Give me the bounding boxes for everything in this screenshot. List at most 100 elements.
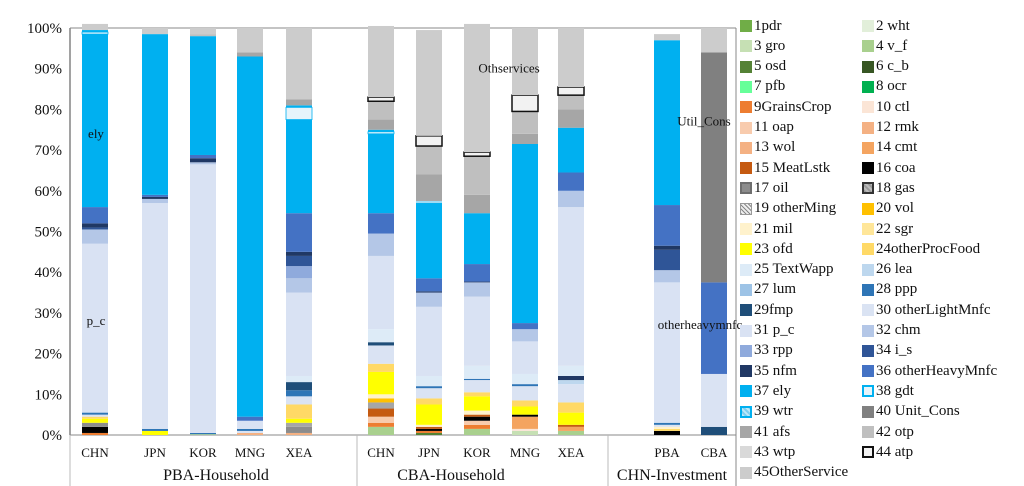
x-category-label: CHN — [81, 445, 109, 460]
bar-segment — [512, 400, 538, 407]
bar-segment — [82, 426, 108, 433]
legend-item: 25 TextWapp — [740, 261, 834, 279]
legend-label: 42 otp — [876, 423, 914, 440]
bar-segment — [654, 40, 680, 206]
legend-swatch-icon — [740, 101, 752, 114]
bar-segment — [416, 375, 442, 387]
legend-label: 18 gas — [876, 179, 915, 196]
bar-segment — [654, 430, 680, 435]
bar-segment — [368, 233, 394, 256]
legend-label: 43 wtp — [754, 443, 796, 460]
y-tick-label: 50% — [35, 225, 63, 241]
bar-segment — [416, 386, 442, 389]
bar-segment — [142, 34, 168, 195]
legend-swatch-icon — [862, 101, 874, 114]
legend-item: 37 ely — [740, 382, 791, 400]
legend-item: 28 ppp — [862, 281, 917, 299]
bar-segment — [82, 223, 108, 228]
bar-segment — [286, 292, 312, 376]
bar-segment — [237, 420, 263, 429]
bar-segment — [654, 428, 680, 431]
legend-swatch-icon — [862, 80, 874, 93]
bar-segment — [368, 129, 394, 132]
legend-swatch-icon — [740, 365, 752, 378]
legend-swatch-icon — [740, 20, 752, 32]
bar-segment — [416, 428, 442, 431]
legend-swatch-icon — [740, 466, 752, 479]
bar-stack — [701, 28, 727, 435]
legend-swatch-icon — [862, 243, 874, 256]
bar-segment — [82, 207, 108, 224]
bar-segment — [464, 23, 490, 153]
bar-segment — [416, 432, 442, 435]
legend-item: 43 wtp — [740, 443, 795, 461]
x-category-label: CBA — [701, 445, 728, 460]
legend-swatch-icon — [862, 202, 874, 215]
legend-swatch-icon — [740, 60, 752, 73]
bar-segment — [142, 194, 168, 197]
y-tick-label: 30% — [35, 306, 63, 322]
bar-segment — [464, 416, 490, 421]
x-category-label: KOR — [463, 445, 491, 460]
bar-segment — [654, 245, 680, 250]
legend-item: 40 Unit_Cons — [862, 403, 960, 421]
legend-swatch-icon — [740, 446, 752, 459]
bar-segment — [286, 422, 312, 427]
bar-segment — [654, 422, 680, 425]
legend-label: 2 wht — [876, 17, 910, 34]
bar-segment — [367, 96, 395, 103]
bar-segment — [286, 404, 312, 419]
legend-item: 2 wht — [862, 17, 910, 35]
bar-segment — [237, 28, 263, 53]
bar-segment — [558, 365, 584, 376]
bar-segment — [416, 426, 442, 429]
bar-segment — [142, 203, 168, 429]
bar-segment — [512, 329, 538, 342]
legend-item: 31 p_c — [740, 322, 794, 340]
bar-segment — [416, 291, 442, 293]
legend-swatch-icon — [740, 121, 752, 134]
legend-swatch-icon — [862, 162, 874, 175]
legend-label: 4 v_f — [876, 37, 908, 54]
legend-label: 41 afs — [754, 423, 791, 440]
legend-swatch-icon — [862, 283, 874, 296]
bar-segment — [82, 432, 108, 435]
bar-segment — [464, 396, 490, 411]
legend-swatch-icon — [740, 223, 752, 235]
bar-segment — [416, 203, 442, 279]
legend-item: 34 i_s — [862, 342, 912, 360]
legend-label: 38 gdt — [876, 382, 914, 399]
legend-swatch-icon — [740, 324, 752, 337]
legend-label: 17 oil — [754, 179, 789, 196]
bar-segment — [558, 109, 584, 128]
bar-segment — [701, 52, 727, 283]
legend-label: 36 otherHeavyMnfc — [876, 362, 998, 379]
legend-item: 3 gro — [740, 37, 785, 55]
bar-segment — [368, 345, 394, 364]
legend-item: 19 otherMing — [740, 200, 836, 218]
bar-segment — [701, 426, 727, 435]
bar-segment — [512, 430, 538, 435]
bar-segment — [558, 190, 584, 208]
legend-swatch-icon — [740, 141, 752, 154]
bar-segment — [190, 36, 216, 155]
x-group-label: PBA-Household — [163, 467, 269, 484]
legend-item: 17 oil — [740, 179, 789, 197]
legend-label: 39 wtr — [754, 403, 793, 420]
legend-swatch-icon — [740, 426, 752, 438]
bar-segment — [82, 414, 108, 417]
legend-swatch-icon — [740, 162, 752, 175]
legend-item: 13 wol — [740, 139, 795, 157]
legend-item: 35 nfm — [740, 362, 797, 380]
bar-segment — [286, 251, 312, 256]
x-group-label: CBA-Household — [397, 467, 505, 484]
bar-segment — [237, 428, 263, 431]
bar-segment — [415, 135, 443, 147]
bar-segment — [367, 131, 395, 135]
bar-segment — [286, 426, 312, 433]
bar-segment — [286, 213, 312, 252]
bar-segment — [512, 384, 538, 387]
bar-segment — [558, 412, 584, 425]
legend-item: 15 MeatLstk — [740, 159, 830, 177]
